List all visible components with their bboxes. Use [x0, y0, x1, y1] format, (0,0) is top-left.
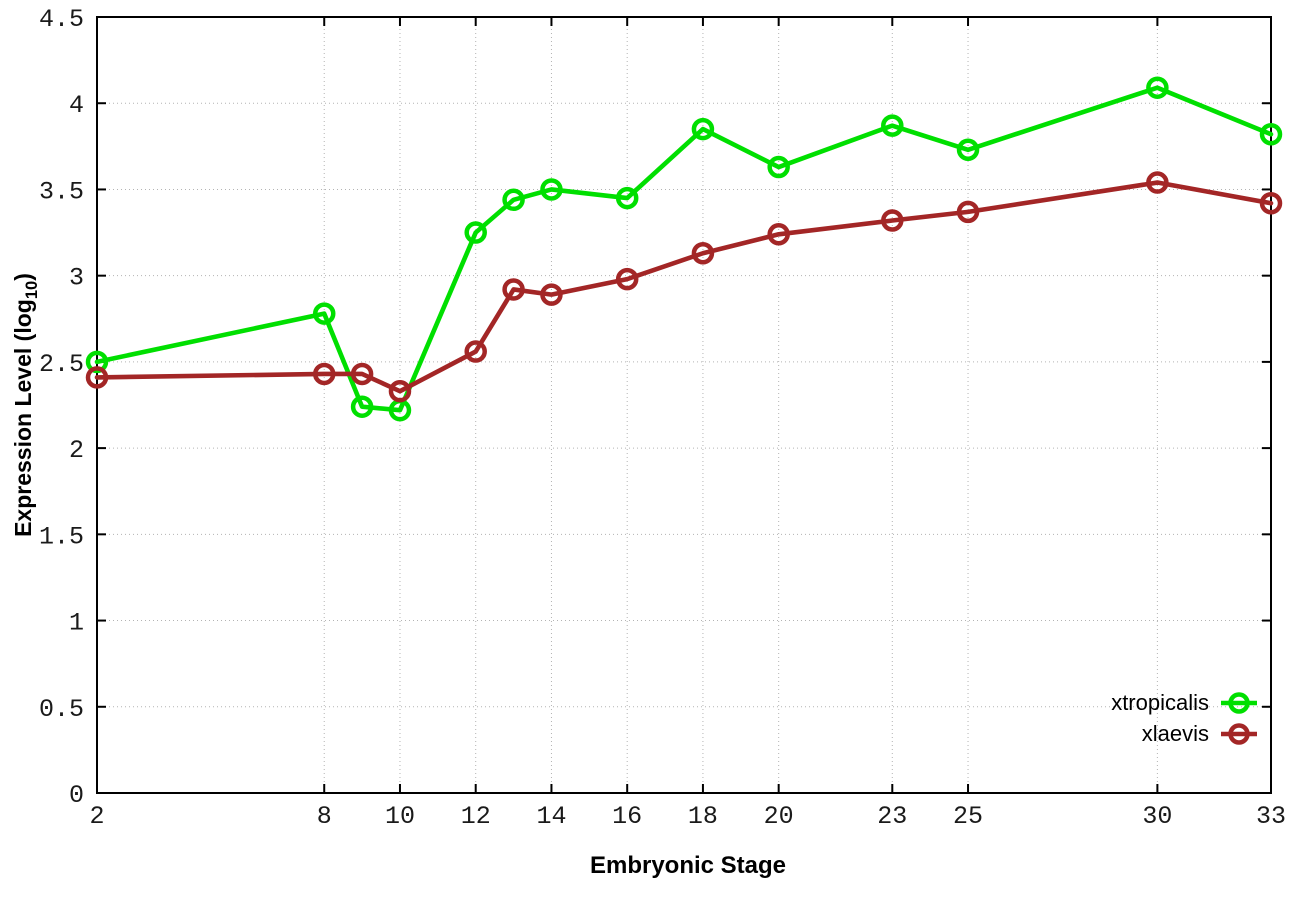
y-tick-label: 3.5	[39, 177, 84, 206]
data-point-xlaevis	[956, 200, 980, 224]
legend-sample-marker-circle	[1228, 691, 1250, 714]
legend-item-xtropicalis: xtropicalis	[1111, 687, 1258, 718]
x-tick-label: 18	[688, 802, 718, 831]
data-point-xtropicalis	[85, 350, 109, 374]
data-point-xtropicalis	[502, 188, 525, 212]
x-tick-label: 33	[1256, 802, 1286, 831]
data-point-xlaevis	[85, 366, 109, 389]
legend-item-xlaevis: xlaevis	[1111, 718, 1258, 749]
y-tick-label: 2.5	[39, 350, 84, 379]
legend-label-xlaevis: xlaevis	[1141, 720, 1209, 746]
x-tick-label: 20	[764, 802, 794, 831]
data-point-xlaevis	[464, 340, 487, 363]
data-point-xlaevis	[502, 278, 525, 301]
x-tick-label: 14	[536, 802, 566, 831]
data-point-xtropicalis	[881, 114, 904, 137]
data-point-xlaevis	[881, 209, 904, 232]
data-point-xlaevis	[615, 267, 639, 291]
y-tick-label: 0	[69, 781, 84, 810]
data-point-xlaevis	[691, 241, 715, 265]
data-point-xlaevis	[312, 362, 336, 386]
data-point-xtropicalis	[956, 138, 980, 162]
data-point-xlaevis	[350, 362, 374, 386]
x-tick-label: 16	[612, 802, 642, 831]
legend-sample-marker-circle	[1228, 722, 1250, 745]
data-point-xlaevis	[388, 379, 412, 403]
data-point-xtropicalis	[615, 186, 639, 210]
data-point-xtropicalis	[691, 117, 715, 141]
x-tick-label: 23	[877, 802, 907, 831]
y-tick-label: 1.5	[39, 522, 84, 551]
data-point-xlaevis	[1259, 191, 1283, 215]
y-axis-title-subscript: 10	[21, 280, 41, 300]
data-point-xtropicalis	[540, 178, 563, 201]
legend-line-sample-xtropicalis	[1221, 691, 1257, 714]
data-point-xtropicalis	[350, 395, 374, 418]
y-tick-label: 0.5	[39, 695, 84, 724]
y-tick-label: 4	[69, 91, 84, 120]
x-axis-title: Embryonic Stage	[589, 852, 787, 879]
y-tick-label: 3	[69, 264, 84, 293]
x-tick-label: 25	[953, 802, 983, 831]
y-tick-label: 1	[69, 609, 84, 638]
legend: xtropicalis xlaevis	[1111, 687, 1258, 749]
x-tick-label: 2	[89, 802, 104, 831]
y-axis-title: Expression Level (log10)	[10, 273, 42, 537]
y-tick-label: 4.5	[39, 5, 84, 34]
data-point-xtropicalis	[1259, 123, 1283, 146]
y-tick-label: 2	[69, 436, 84, 465]
data-point-xlaevis	[1146, 171, 1169, 194]
data-point-xlaevis	[540, 283, 563, 306]
y-axis-title-suffix: )	[10, 273, 37, 281]
series-line-xlaevis	[94, 180, 1274, 394]
y-axis-title-text: Expression Level (log	[10, 299, 37, 537]
series-line-xtropicalis	[94, 85, 1274, 413]
data-point-xtropicalis	[464, 221, 487, 244]
data-point-xtropicalis	[1146, 76, 1169, 99]
data-point-xtropicalis	[767, 155, 790, 179]
legend-line-sample-xlaevis	[1221, 722, 1257, 745]
x-tick-label: 30	[1142, 802, 1172, 831]
x-tick-label: 8	[317, 802, 332, 831]
x-tick-label: 12	[461, 802, 491, 831]
legend-label-xtropicalis: xtropicalis	[1111, 689, 1209, 715]
data-point-xtropicalis	[312, 302, 336, 325]
data-point-xlaevis	[767, 223, 790, 246]
x-tick-label: 10	[385, 802, 415, 831]
plot-border	[96, 16, 1272, 794]
